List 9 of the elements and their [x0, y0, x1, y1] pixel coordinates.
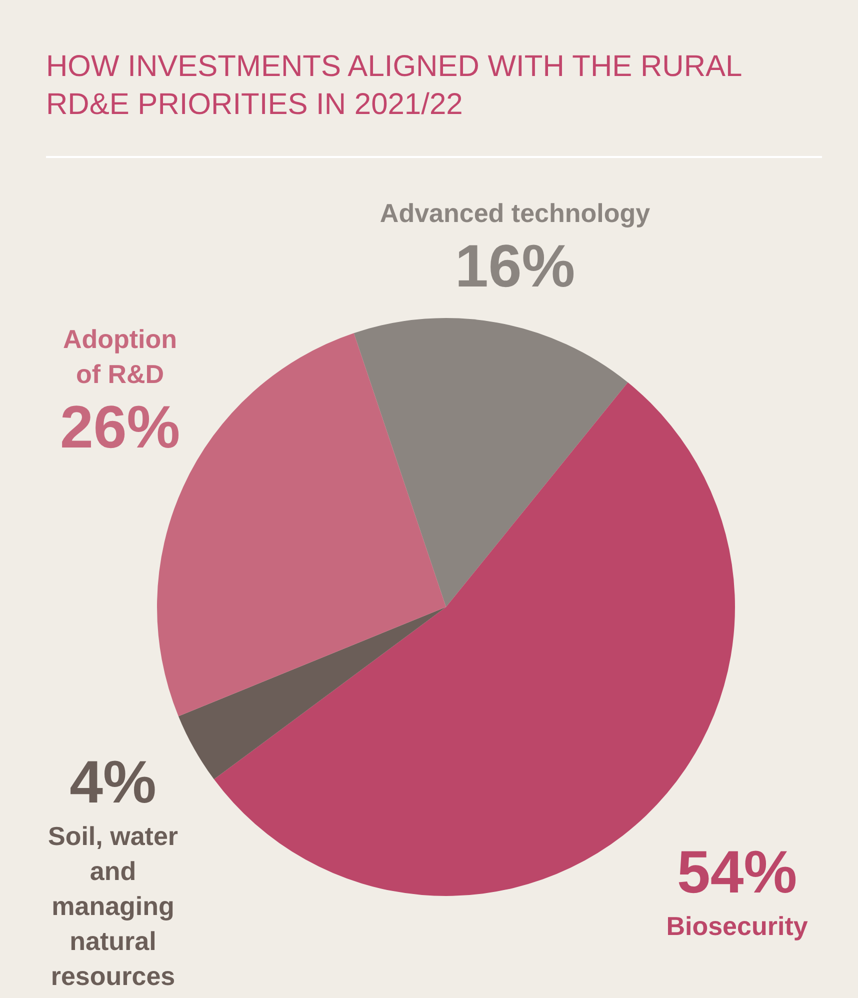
data-label: 26% — [60, 394, 180, 461]
chart-title: HOW INVESTMENTS ALIGNED WITH THE RURAL RD&E PRIORITIES IN 2021/22 — [46, 49, 742, 123]
slice-label: Adoption of R&D — [62, 324, 178, 390]
slice-label: Soil, water and managing natural resources — [48, 821, 178, 992]
data-label: 16% — [454, 232, 576, 300]
data-label: 4% — [70, 748, 156, 816]
data-label: 54% — [676, 838, 798, 906]
slice-label: Advanced technology — [380, 198, 651, 228]
slice-label: Biosecurity — [666, 911, 808, 942]
